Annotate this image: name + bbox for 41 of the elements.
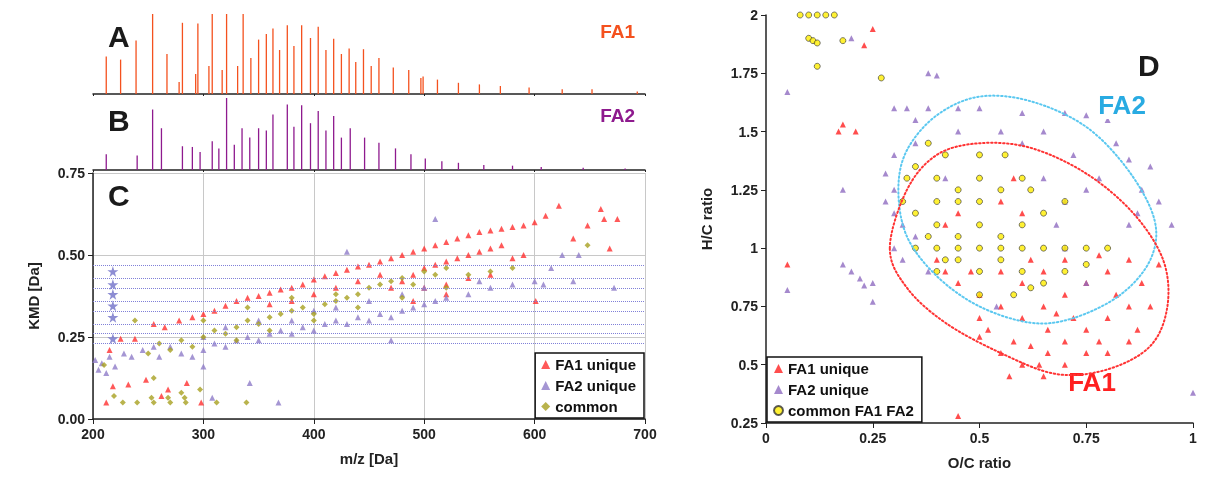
text: FA2 [600, 105, 636, 126]
y-tick-label: 1.25 [730, 181, 759, 198]
x-tick-label: 400 [302, 426, 326, 442]
y-tick-label: 0.75 [57, 165, 86, 181]
legend-label: FA1 unique [788, 360, 869, 377]
y-tick-label: 0.75 [730, 298, 759, 315]
x-tick-label: 0.25 [859, 430, 887, 446]
x-tick-label: 300 [191, 426, 216, 442]
chart-title: A [108, 19, 130, 53]
y-axis-title: KMD [Da] [25, 262, 42, 330]
y-tick-label: 2 [750, 7, 759, 23]
x-tick-label: 0.75 [1072, 430, 1101, 446]
annotation: FA2 [1098, 90, 1146, 120]
x-axis-title: m/z [Da] [339, 450, 399, 467]
annotation: FA1 [1068, 367, 1116, 397]
x-tick-label: 700 [633, 426, 657, 442]
x-tick-label: 0.5 [969, 430, 990, 446]
x-tick-label: 200 [81, 426, 105, 442]
y-tick-label: 0.5 [738, 356, 759, 373]
chart-title: C [108, 178, 130, 212]
text: FA1 [600, 21, 636, 42]
chart-title: B [108, 103, 130, 137]
x-tick-label: 0 [762, 430, 771, 446]
y-tick-label: 0.25 [730, 415, 759, 431]
legend-label: FA2 unique [555, 377, 637, 394]
legend-label: FA1 unique [555, 356, 637, 373]
y-tick-label: 0.25 [57, 329, 86, 345]
y-tick-label: 1.5 [738, 123, 759, 140]
x-tick-label: 1 [1189, 430, 1198, 446]
text: D [1138, 48, 1160, 82]
y-tick-label: 0.00 [57, 411, 86, 427]
y-tick-label: 1.75 [730, 65, 759, 82]
legend-label: common [555, 398, 618, 415]
x-axis-title: O/C ratio [947, 454, 1012, 471]
legend-label: common FA1 FA2 [788, 402, 914, 419]
legend-label: FA2 unique [788, 381, 869, 398]
x-tick-label: 600 [522, 426, 547, 442]
y-axis-title: H/C ratio [698, 187, 715, 251]
x-tick-label: 500 [412, 426, 437, 442]
y-tick-label: 0.50 [57, 247, 86, 263]
y-tick-label: 1 [750, 240, 759, 257]
